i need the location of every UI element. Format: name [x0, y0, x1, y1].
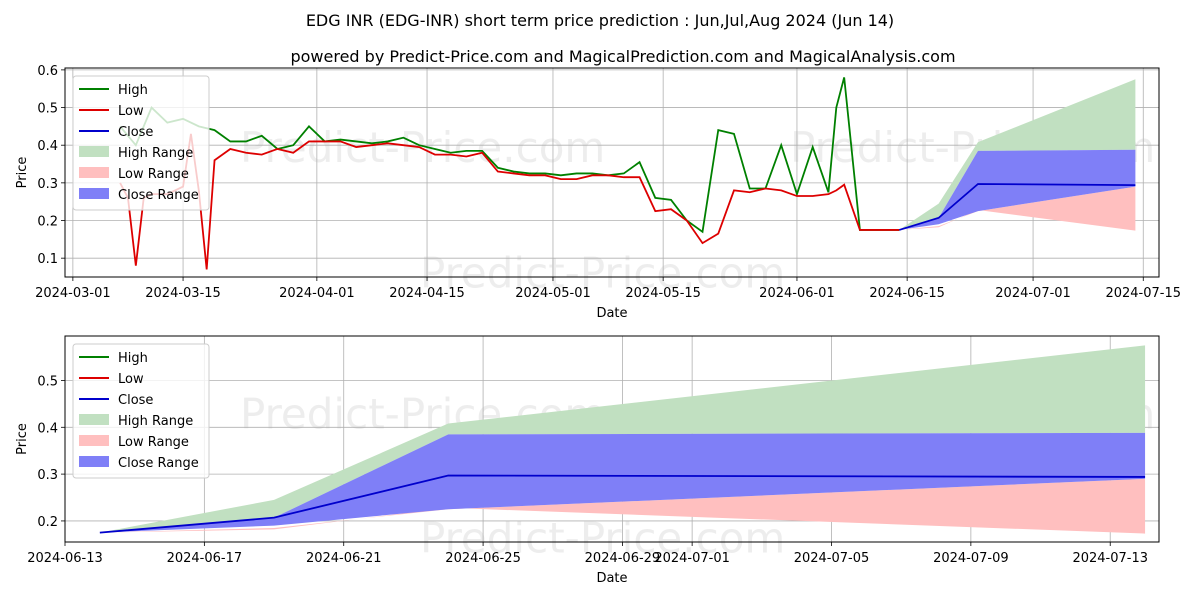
x-tick-label: 2024-06-15	[869, 286, 945, 301]
legend-label: High	[118, 83, 148, 98]
legend-swatch	[79, 435, 109, 446]
legend-label: Close	[118, 393, 153, 408]
y-tick-label: 0.4	[37, 139, 58, 154]
y-tick-label: 0.6	[37, 64, 58, 79]
legend-swatch	[79, 167, 109, 178]
high-range-area	[899, 79, 1136, 230]
bottom-chart-panel: Predict-Price.comPredict-Price.comPredic…	[15, 335, 1160, 586]
close-line	[99, 474, 1146, 534]
x-tick-label: 2024-06-17	[167, 551, 243, 566]
close-range-area	[899, 149, 1136, 230]
legend-label: Low	[118, 372, 144, 387]
low-line	[119, 133, 900, 270]
legend-label: High	[118, 351, 148, 366]
x-tick-label: 2024-04-15	[389, 286, 465, 301]
legend-label: Close	[118, 125, 153, 140]
x-tick-label: 2024-04-01	[279, 286, 355, 301]
legend-swatch	[79, 188, 109, 199]
plot-frame	[64, 335, 1160, 543]
x-tick-label: 2024-05-15	[625, 286, 701, 301]
close-line	[899, 183, 1136, 231]
y-tick-label: 0.1	[37, 252, 58, 267]
high-line	[119, 77, 900, 234]
y-tick-label: 0.5	[37, 102, 58, 117]
x-tick-label: 2024-06-01	[759, 286, 835, 301]
chart-title: EDG INR (EDG-INR) short term price predi…	[306, 11, 894, 30]
x-tick-label: 2024-07-01	[995, 286, 1071, 301]
low-range-area	[99, 478, 1146, 534]
y-tick-label: 0.3	[37, 177, 58, 192]
legend-label: Close Range	[118, 188, 199, 203]
y-tick-label: 0.2	[37, 215, 58, 230]
x-tick-label: 2024-07-05	[794, 551, 870, 566]
watermark-text: Predict-Price.com	[240, 123, 605, 172]
x-tick-label: 2024-06-29	[585, 551, 661, 566]
x-tick-label: 2024-06-25	[445, 551, 521, 566]
y-tick-label: 0.5	[37, 374, 58, 389]
low-range-area	[899, 186, 1136, 231]
chart-subtitle: powered by Predict-Price.com and Magical…	[290, 47, 955, 66]
y-tick-label: 0.2	[37, 515, 58, 530]
legend-label: Low	[118, 104, 144, 119]
x-tick-label: 2024-06-21	[306, 551, 382, 566]
y-tick-label: 0.3	[37, 468, 58, 483]
x-tick-label: 2024-07-13	[1072, 551, 1148, 566]
legend-label: High Range	[118, 414, 193, 429]
y-axis-label: Price	[15, 423, 30, 455]
x-tick-label: 2024-03-01	[35, 286, 111, 301]
x-tick-label: 2024-05-01	[515, 286, 591, 301]
legend-label: Low Range	[118, 167, 189, 182]
legend-swatch	[79, 414, 109, 425]
top-chart-panel: Predict-Price.com Predict-Price.comPredic…	[15, 64, 1181, 321]
x-axis-label: Date	[596, 571, 627, 586]
legend-label: Close Range	[118, 456, 199, 471]
plot-frame	[64, 67, 1160, 278]
legend-swatch	[79, 456, 109, 467]
x-axis-label: Date	[596, 306, 627, 321]
x-tick-label: 2024-07-09	[933, 551, 1009, 566]
watermark-text: Predict-Price.com	[420, 248, 785, 297]
legend-label: High Range	[118, 146, 193, 161]
x-tick-label: 2024-07-15	[1105, 286, 1181, 301]
high-range-area	[99, 345, 1146, 533]
x-tick-label: 2024-07-01	[654, 551, 730, 566]
legend-swatch	[79, 146, 109, 157]
legend-label: Low Range	[118, 435, 189, 450]
close-range-area	[99, 432, 1146, 533]
y-tick-label: 0.4	[37, 421, 58, 436]
x-tick-label: 2024-06-13	[27, 551, 103, 566]
x-tick-label: 2024-03-15	[145, 286, 221, 301]
y-axis-label: Price	[15, 157, 30, 189]
watermark-text: Predict-Price.com	[420, 513, 785, 562]
